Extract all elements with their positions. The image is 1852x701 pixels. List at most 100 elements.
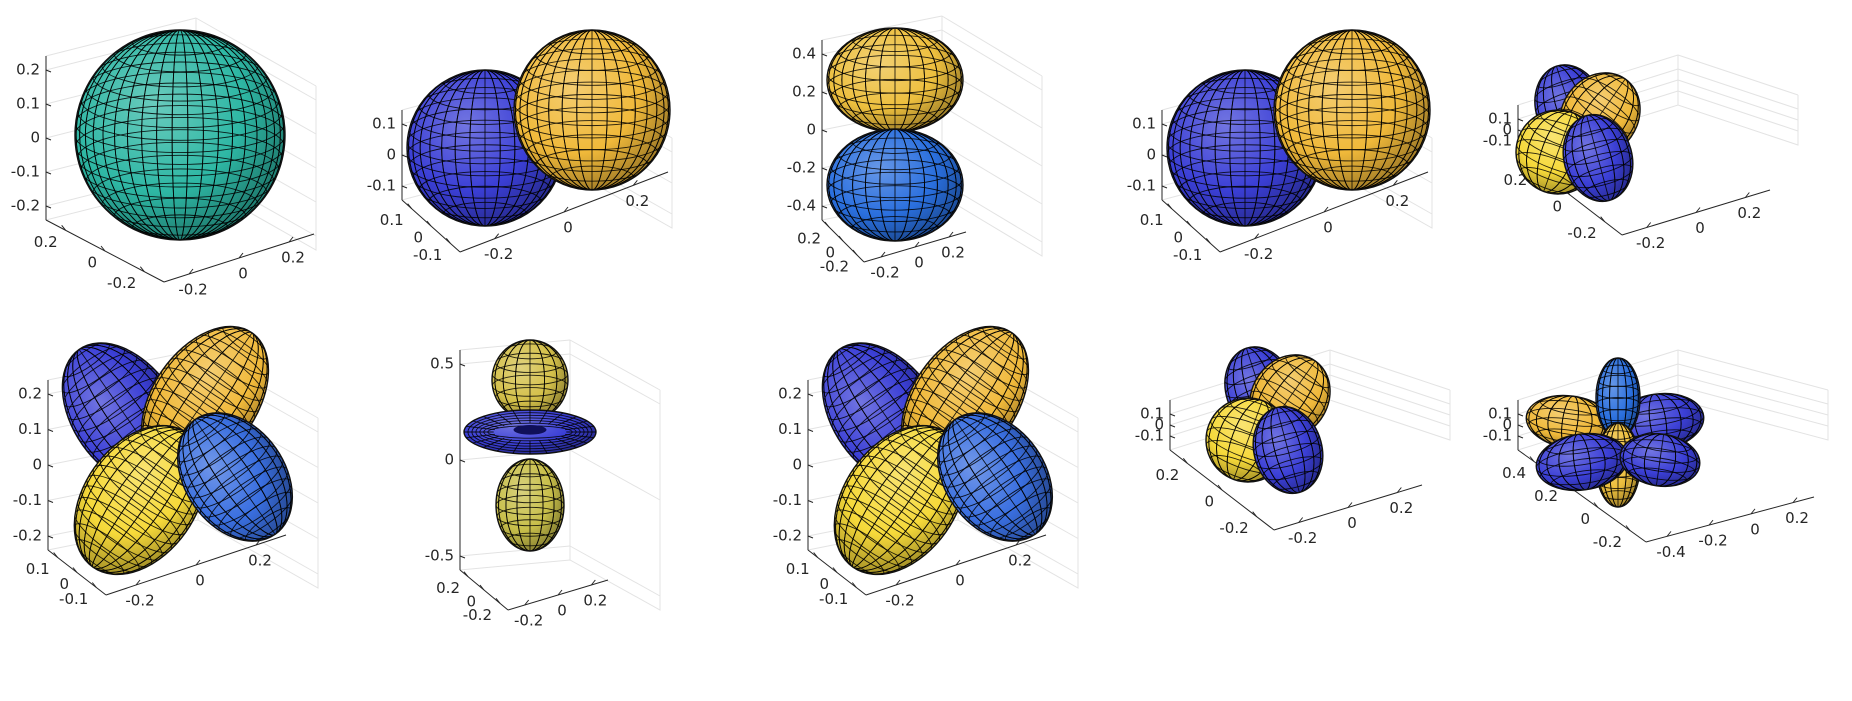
z-tick-label: 0.2 (792, 83, 816, 101)
z-tick-label: 0.1 (1132, 115, 1156, 133)
x-tick-label: -0.2 (820, 258, 849, 276)
z-tick-label: -0.1 (773, 491, 802, 509)
subplot-row2-col2: 0.50-0.50.20-0.20.20-0.2 (425, 339, 661, 630)
y-tick-label: 0.2 (625, 192, 649, 210)
y-tick-label: 0.2 (1385, 192, 1409, 210)
subplot-row1-col3: 0.40.20-0.2-0.40.20-0.20.20-0.2 (787, 15, 1043, 282)
surface (74, 29, 286, 241)
orbital-lobe (936, 411, 1054, 543)
x-tick-label: -0.1 (819, 590, 848, 608)
z-tick-label: -0.5 (425, 547, 454, 565)
y-tick-label: -0.2 (1698, 532, 1727, 550)
z-tick-label: 0 (1502, 121, 1512, 139)
y-tick-label: 0.2 (1737, 204, 1761, 222)
y-tick-label: -0.2 (178, 281, 207, 299)
x-tick-label: 0 (1552, 198, 1562, 216)
z-tick-label: -0.1 (1135, 427, 1164, 445)
sphere-surface (74, 29, 286, 241)
orbital-lobe (833, 424, 967, 576)
x-tick-label: 0 (413, 229, 423, 247)
y-tick-label: 0 (1323, 219, 1333, 237)
y-tick-label: -0.2 (1636, 234, 1665, 252)
z-tick-label: -0.1 (13, 491, 42, 509)
surface (1166, 29, 1431, 227)
y-tick-label: -0.2 (125, 592, 154, 610)
subplot-row1-col5: 0.10-0.10.20-0.20.20-0.2 (1483, 54, 1799, 252)
z-tick-label: -0.2 (787, 159, 816, 177)
z-tick-label: -0.1 (1483, 427, 1512, 445)
subplot-row2-col5: 0.10-0.10.40.20-0.20.20-0.2-0.4 (1483, 349, 1829, 561)
axes-box: 0.50-0.50.20-0.20.20-0.2 (425, 339, 661, 630)
subplot-row1-col2: 0.10-0.10.10-0.10.20-0.2 (367, 29, 673, 264)
z-tick-label: 0.1 (1140, 405, 1164, 423)
y-tick-label: -0.2 (514, 612, 543, 630)
orbital-lobe (495, 458, 565, 552)
surface (1515, 64, 1641, 203)
x-tick-label: 0.1 (1140, 211, 1164, 229)
x-tick-label: 0 (59, 575, 69, 593)
surface (826, 27, 964, 242)
orbital-lobe (826, 27, 964, 133)
x-tick-label: 0.1 (26, 560, 50, 578)
x-tick-label: 0.2 (1503, 171, 1527, 189)
x-tick-label: -0.2 (1219, 519, 1248, 537)
orbital-lobe (491, 339, 569, 421)
z-tick-label: 0.1 (18, 420, 42, 438)
subplot-row2-col4: 0.10-0.10.20-0.20.20-0.2 (1135, 346, 1451, 547)
x-tick-label: 0.2 (1155, 466, 1179, 484)
x-tick-label: -0.2 (107, 274, 136, 292)
y-tick-label: -0.2 (885, 592, 914, 610)
z-tick-label: -0.2 (11, 197, 40, 215)
orbital-lobe (826, 128, 964, 242)
x-tick-label: 0.2 (436, 579, 460, 597)
x-tick-label: 0 (1173, 229, 1183, 247)
z-tick-label: 0 (806, 121, 816, 139)
subplot-row2-col1: 0.20.10-0.1-0.20.10-0.10.20-0.2 (13, 325, 319, 610)
z-tick-label: -0.1 (1483, 132, 1512, 150)
z-tick-label: 0 (444, 451, 454, 469)
y-tick-label: -0.2 (484, 245, 513, 263)
y-tick-label: 0.2 (281, 249, 305, 267)
torus-lobe (463, 409, 597, 455)
subplot-row1-col1: 0.2 0.1 0 -0.1 -0.2 0.2 0 -0.2 0.2 0 -0.2 (11, 17, 317, 299)
z-tick-label: 0.2 (16, 61, 40, 79)
z-tick-label: 0.1 (1488, 110, 1512, 128)
orbital-lobe (1252, 405, 1324, 495)
z-tick-label: -0.4 (787, 197, 816, 215)
z-tick-label: 0.2 (778, 385, 802, 403)
y-tick-label: 0.2 (248, 552, 272, 570)
z-tick-label: 0 (30, 129, 40, 147)
z-tick-label: 0 (32, 456, 42, 474)
subplot-row2-col3: 0.20.10-0.1-0.20.10-0.10.20-0.2 (773, 325, 1079, 610)
z-tick-label: 0.1 (1488, 405, 1512, 423)
z-tick-label: 0.1 (778, 420, 802, 438)
z-tick-label: -0.1 (1127, 177, 1156, 195)
x-tick-label: 0.2 (797, 230, 821, 248)
y-tick-label: 0 (955, 572, 965, 590)
orbital-lobe (176, 411, 294, 543)
orbital-lobe (1562, 113, 1634, 203)
x-tick-label: 0 (819, 575, 829, 593)
z-tick-label: -0.2 (773, 527, 802, 545)
y-tick-label: 0 (557, 602, 567, 620)
y-tick-label: 0 (563, 219, 573, 237)
y-tick-label: 0.2 (583, 592, 607, 610)
x-tick-label: 0.4 (1502, 464, 1526, 482)
y-tick-label: 0.2 (941, 244, 965, 262)
z-tick-label: 0 (1154, 416, 1164, 434)
x-tick-label: 0.2 (34, 233, 58, 251)
surface (1525, 357, 1705, 508)
x-tick-label: -0.2 (1567, 224, 1596, 242)
y-tick-label: 0.2 (1008, 552, 1032, 570)
x-tick-label: 0 (466, 593, 476, 611)
orbital-lobe (513, 29, 671, 191)
z-tick-label: 0.2 (18, 385, 42, 403)
z-tick-label: 0 (386, 146, 396, 164)
x-tick-label: 0.1 (380, 211, 404, 229)
y-tick-label: -0.2 (1288, 529, 1317, 547)
surface (463, 339, 597, 552)
surface (406, 29, 671, 227)
z-tick-label: 0 (792, 456, 802, 474)
surface (61, 325, 294, 576)
